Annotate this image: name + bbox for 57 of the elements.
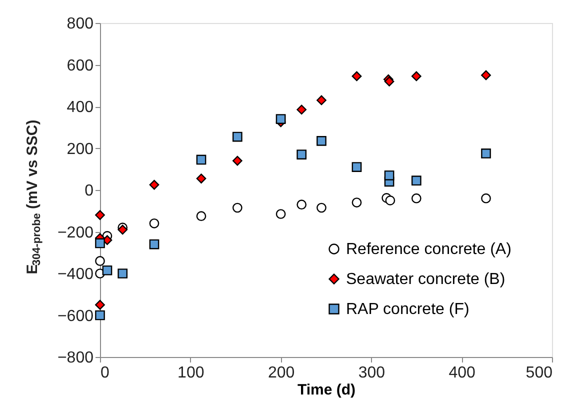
y-tick-label: 600 — [66, 57, 94, 74]
point — [149, 239, 160, 250]
point — [411, 71, 422, 82]
y-tick-label: 0 — [84, 182, 94, 200]
point — [232, 132, 242, 142]
point — [95, 238, 105, 248]
x-tick-label: 400 — [448, 364, 476, 382]
x-tick-label: 200 — [268, 364, 295, 382]
y-tick-label: 200 — [66, 140, 94, 158]
point — [196, 211, 206, 222]
point — [316, 202, 326, 213]
point — [384, 76, 394, 86]
point — [316, 95, 326, 106]
legend-label: RAP concrete (F) — [346, 301, 470, 318]
point — [296, 150, 307, 160]
point — [149, 218, 160, 228]
point — [296, 200, 307, 210]
point — [118, 224, 128, 235]
y-tick-label: 800 — [66, 16, 94, 32]
legend-label: Seawater concrete (B) — [346, 271, 506, 288]
point — [352, 198, 362, 208]
point — [149, 180, 160, 190]
y-axis-title: E304-probe (mV vs SSC) — [24, 120, 43, 274]
point — [196, 154, 206, 165]
legend-label: Reference concrete (A) — [346, 241, 512, 258]
x-tick-label: 100 — [178, 364, 204, 382]
point — [118, 268, 128, 278]
point — [196, 174, 206, 184]
point — [481, 148, 491, 158]
point — [411, 193, 422, 204]
point — [95, 300, 105, 310]
x-axis-title: Time (d) — [297, 382, 356, 398]
point — [481, 70, 491, 80]
point — [102, 265, 112, 276]
point — [352, 71, 362, 82]
y-tick-label: −600 — [57, 308, 94, 325]
point — [232, 156, 242, 166]
y-tick-label: −200 — [57, 224, 94, 242]
y-tick-label: −400 — [57, 266, 94, 283]
point — [95, 256, 105, 266]
point — [296, 104, 307, 115]
y-tick-label: 400 — [66, 99, 94, 116]
point — [95, 210, 105, 220]
point — [276, 209, 286, 219]
point — [481, 193, 491, 204]
point — [411, 176, 422, 186]
y-tick-label: −800 — [57, 350, 94, 366]
point — [276, 114, 286, 124]
point — [316, 136, 326, 146]
point — [95, 310, 105, 320]
point — [232, 202, 242, 213]
x-tick-label: 500 — [526, 364, 553, 382]
point — [352, 162, 362, 172]
x-tick-label: 300 — [358, 364, 386, 382]
point — [385, 196, 396, 206]
point — [384, 170, 394, 180]
x-tick-label: 0 — [100, 364, 110, 382]
